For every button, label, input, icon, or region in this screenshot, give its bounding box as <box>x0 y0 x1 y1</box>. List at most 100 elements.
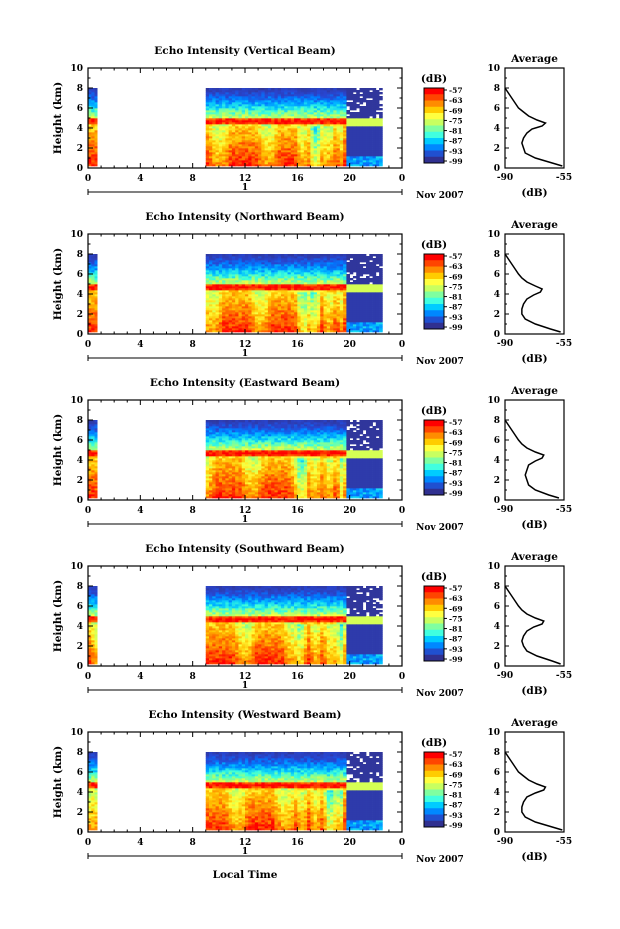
heatmap-cell <box>297 270 301 273</box>
heatmap-cell <box>248 138 252 141</box>
heatmap-cell <box>245 254 249 257</box>
heatmap-cell <box>91 428 95 431</box>
heatmap-cell <box>313 108 318 111</box>
heatmap-cell <box>320 262 324 265</box>
heatmap-cell <box>333 138 337 141</box>
heatmap-cell <box>91 270 95 273</box>
heatmap-cell <box>372 108 377 111</box>
heatmap-cell <box>303 164 308 167</box>
heatmap-cell <box>218 298 223 301</box>
heatmap-cell <box>316 150 321 153</box>
heatmap-cell <box>352 134 357 137</box>
heatmap-cell <box>209 442 213 445</box>
heatmap-cell <box>245 276 249 279</box>
heatmap-cell <box>218 164 223 167</box>
heatmap-cell <box>359 140 364 143</box>
heatmap-cell <box>91 262 95 265</box>
heatmap-cell <box>310 324 315 327</box>
heatmap-cell <box>88 322 92 325</box>
heatmap-cell <box>287 318 292 321</box>
heatmap-cell <box>248 310 252 313</box>
heatmap-cell <box>349 288 354 291</box>
heatmap-cell <box>326 288 331 291</box>
heatmap-cell <box>251 262 256 265</box>
heatmap-cell <box>303 306 308 309</box>
heatmap-cell <box>316 118 321 121</box>
heatmap-cell <box>228 274 233 277</box>
heatmap-cell <box>231 294 236 297</box>
heatmap-cell <box>290 122 295 125</box>
heatmap-cell <box>343 256 347 259</box>
heatmap-cell <box>333 302 337 305</box>
heatmap-cell <box>235 90 239 93</box>
heatmap-cell <box>330 278 334 281</box>
heatmap-cell <box>222 102 226 105</box>
heatmap-cell <box>209 464 213 467</box>
heatmap-cell <box>366 94 370 97</box>
heatmap-cell <box>212 306 216 309</box>
heatmap-cell <box>297 140 301 143</box>
heatmap-cell <box>307 320 311 323</box>
heatmap-cell <box>356 284 360 287</box>
heatmap-cell <box>218 474 223 477</box>
heatmap-cell <box>205 310 210 313</box>
heatmap-cell <box>91 328 95 331</box>
heatmap-cell <box>356 282 360 285</box>
heatmap-cell <box>231 150 236 153</box>
heatmap-cell <box>349 128 354 131</box>
heatmap-cell <box>218 288 223 291</box>
heatmap-cell <box>287 152 292 155</box>
heatmap-cell <box>205 272 210 275</box>
heatmap-cell <box>205 312 210 315</box>
heatmap-cell <box>307 294 311 297</box>
heatmap-cell <box>300 130 305 133</box>
heatmap-cell <box>264 104 269 107</box>
heatmap-cell <box>205 476 210 479</box>
heatmap-cell <box>287 308 292 311</box>
heatmap-cell <box>352 316 357 319</box>
heatmap-cell <box>258 264 262 267</box>
heatmap-cell <box>375 118 380 121</box>
heatmap-cell <box>209 496 213 499</box>
heatmap-cell <box>339 278 344 281</box>
heatmap-cell <box>205 142 210 145</box>
heatmap-cell <box>241 142 246 145</box>
heatmap-cell <box>303 92 308 95</box>
heatmap-cell <box>251 100 256 103</box>
heatmap-cell <box>352 144 357 147</box>
heatmap-cell <box>287 304 292 307</box>
heatmap-cell <box>375 94 380 97</box>
heatmap-cell <box>251 146 256 149</box>
heatmap-cell <box>218 106 223 109</box>
heatmap-cell <box>94 288 98 291</box>
heatmap-cell <box>379 320 383 323</box>
heatmap-cell <box>307 164 311 167</box>
heatmap-cell <box>359 108 364 111</box>
heatmap-cell <box>287 268 292 271</box>
heatmap-cell <box>280 130 285 133</box>
heatmap-cell <box>88 274 92 277</box>
heatmap-cell <box>274 156 279 159</box>
heatmap-cell <box>218 310 223 313</box>
heatmap-cell <box>91 276 95 279</box>
heatmap-cell <box>88 258 92 261</box>
heatmap-cell <box>287 90 292 93</box>
heatmap-cell <box>333 278 337 281</box>
heatmap-cell <box>369 292 373 295</box>
heatmap-cell <box>294 272 298 275</box>
heatmap-cell <box>251 116 256 119</box>
heatmap-cell <box>369 110 373 113</box>
heatmap-cell <box>94 476 98 479</box>
heatmap-cell <box>271 268 275 271</box>
heatmap-cell <box>284 136 288 139</box>
heatmap-cell <box>356 330 360 333</box>
heatmap-cell <box>346 314 351 317</box>
heatmap-cell <box>294 268 298 271</box>
heatmap-cell <box>307 258 311 261</box>
heatmap-cell <box>205 430 210 433</box>
heatmap-cell <box>209 270 213 273</box>
heatmap-cell <box>248 146 252 149</box>
heatmap-cell <box>339 260 344 263</box>
heatmap-cell <box>267 98 272 101</box>
heatmap-cell <box>274 296 279 299</box>
